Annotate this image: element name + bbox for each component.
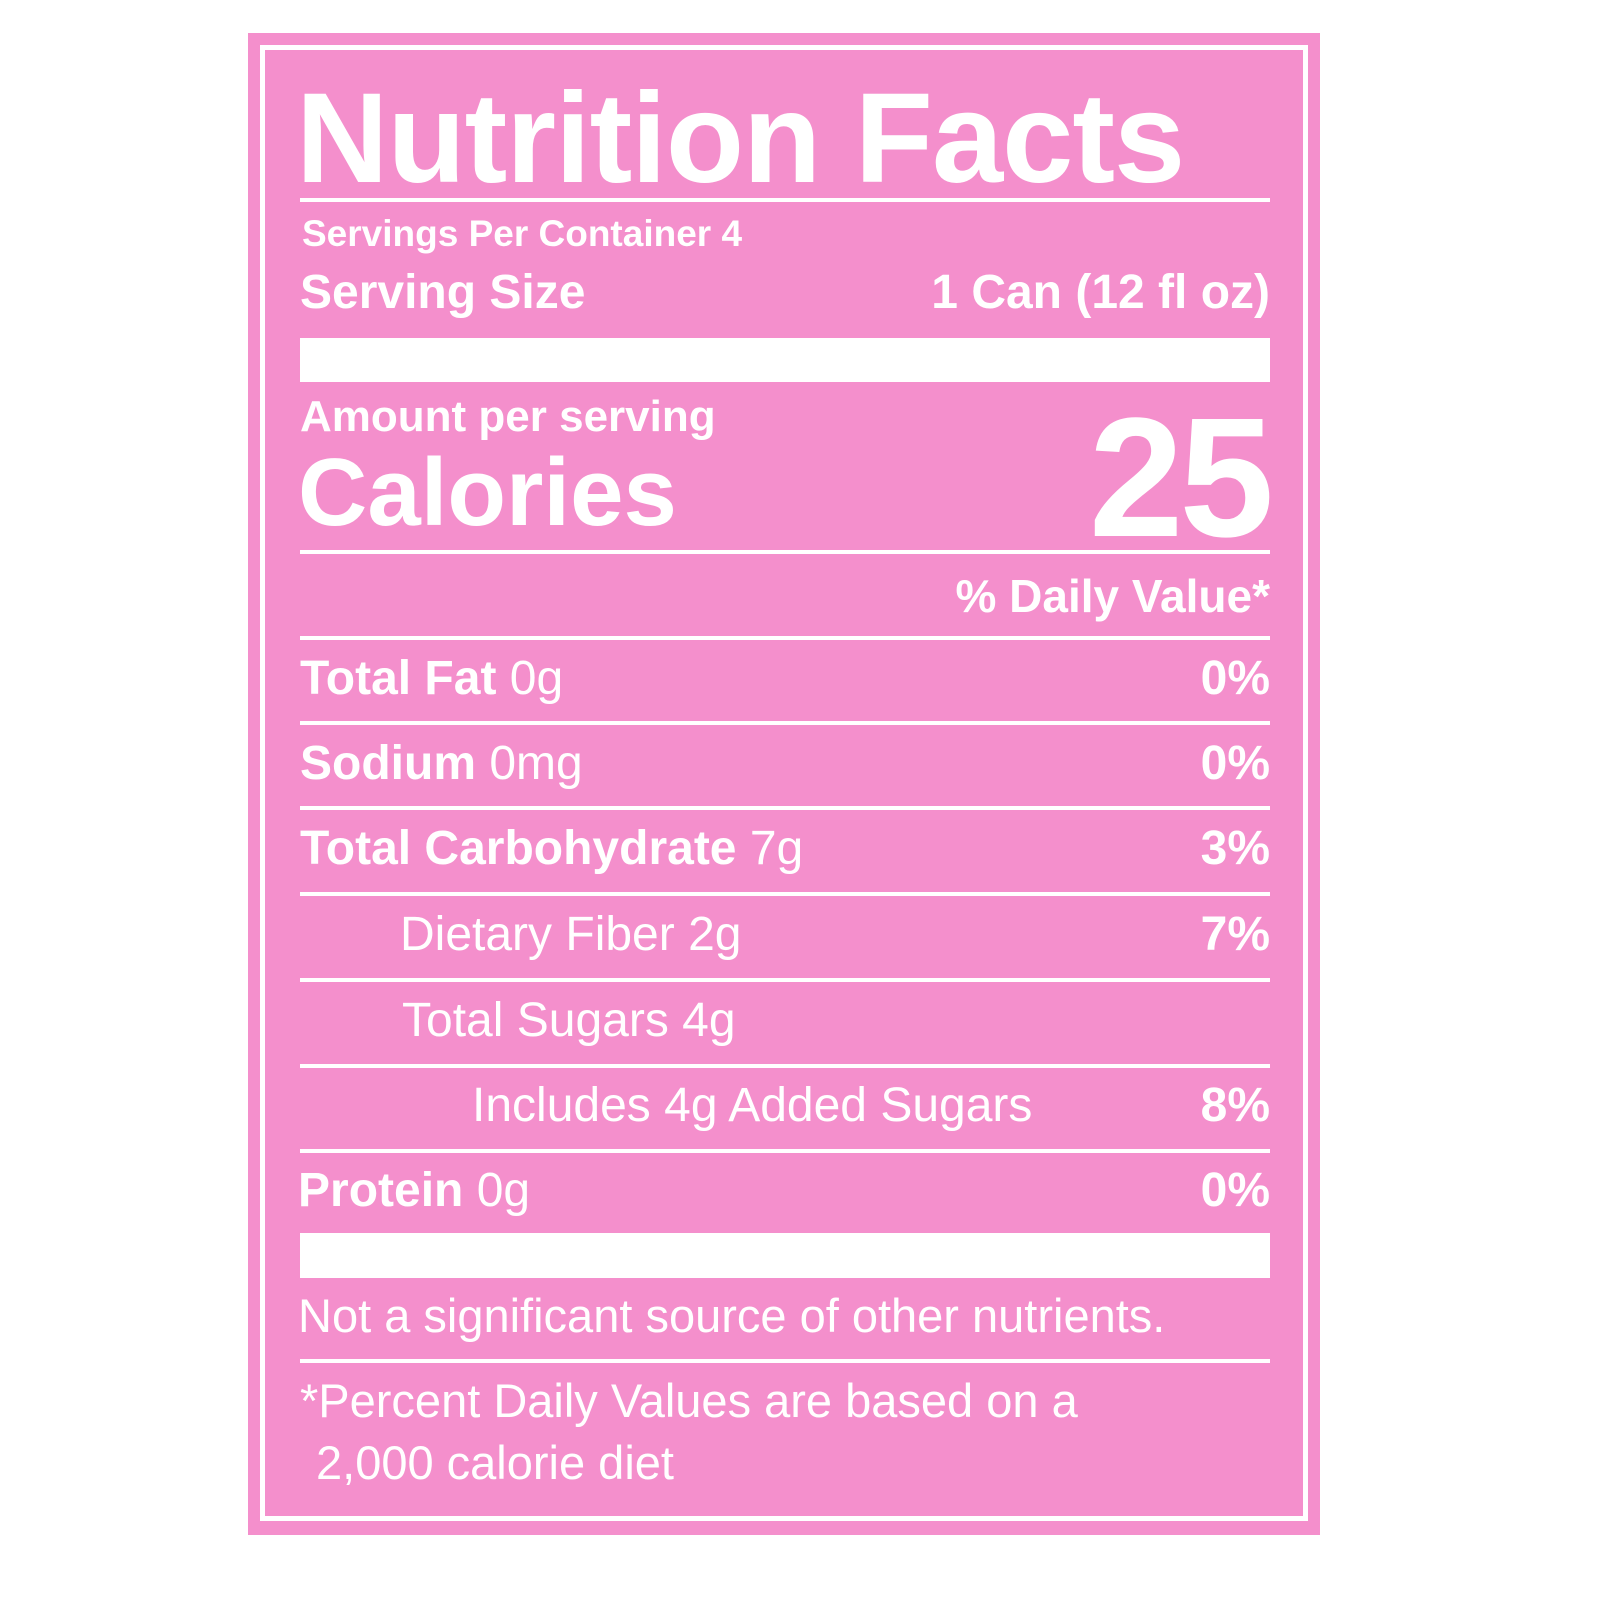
not-significant-note: Not a significant source of other nutrie… [298,1289,1166,1342]
label-border [260,45,1308,1521]
divider [300,1359,1270,1363]
serving-size-label: Serving Size [300,266,586,319]
nutrient-total-fat: Total Fat 0g [300,655,563,703]
nutrition-label: Nutrition Facts Servings Per Container 4… [248,33,1320,1535]
nutrient-name: Total Carbohydrate [300,822,737,875]
label-title: Nutrition Facts [296,67,1185,210]
footnote-line-1: *Percent Daily Values are based on a [300,1374,1078,1427]
nutrient-amount: 4g [682,994,736,1047]
divider [300,806,1270,810]
thick-divider [300,338,1270,382]
amount-per-serving: Amount per serving [300,392,716,441]
nutrient-dv: 0% [1200,1164,1270,1217]
nutrient-total-sugars: Total Sugars 4g [402,997,736,1045]
serving-size-value: 1 Can (12 fl oz) [931,266,1270,319]
nutrient-protein: Protein 0g [298,1167,530,1215]
nutrient-dv: 8% [1200,1079,1270,1132]
nutrient-dv: 0% [1200,737,1270,790]
nutrient-added-sugars: Includes 4g Added Sugars [472,1079,1033,1132]
nutrient-amount: 0mg [489,737,583,790]
calories-label: Calories [298,439,677,546]
daily-value-header: % Daily Value* [955,570,1271,622]
nutrient-sodium: Sodium 0mg [300,740,583,788]
nutrient-name: Sodium [300,737,476,790]
nutrient-dv: 3% [1200,822,1270,875]
calories-value: 25 [1088,383,1274,573]
nutrient-dietary-fiber: Dietary Fiber 2g [400,911,741,959]
servings-per-container: Servings Per Container 4 [302,213,743,254]
nutrient-dv: 7% [1200,908,1270,961]
nutrient-amount: 0g [476,1164,531,1217]
nutrient-dv: 0% [1200,652,1270,705]
nutrient-amount: 7g [749,822,804,875]
divider [300,1064,1270,1068]
thick-divider [300,1233,1270,1278]
nutrient-total-carbohydrate: Total Carbohydrate 7g [300,825,803,873]
nutrient-amount: 0g [509,652,564,705]
footnote-line-2: 2,000 calorie diet [316,1436,674,1489]
divider [300,198,1270,202]
nutrient-name: Dietary Fiber [400,908,675,961]
nutrient-name: Protein [298,1164,464,1217]
nutrient-name: Total Fat [300,652,497,705]
divider [300,550,1270,554]
divider [300,721,1270,725]
divider [300,636,1270,640]
nutrient-amount: 2g [688,908,742,961]
divider [300,892,1270,896]
nutrient-name: Total Sugars [402,994,669,1047]
divider [300,1149,1270,1153]
divider [300,978,1270,982]
